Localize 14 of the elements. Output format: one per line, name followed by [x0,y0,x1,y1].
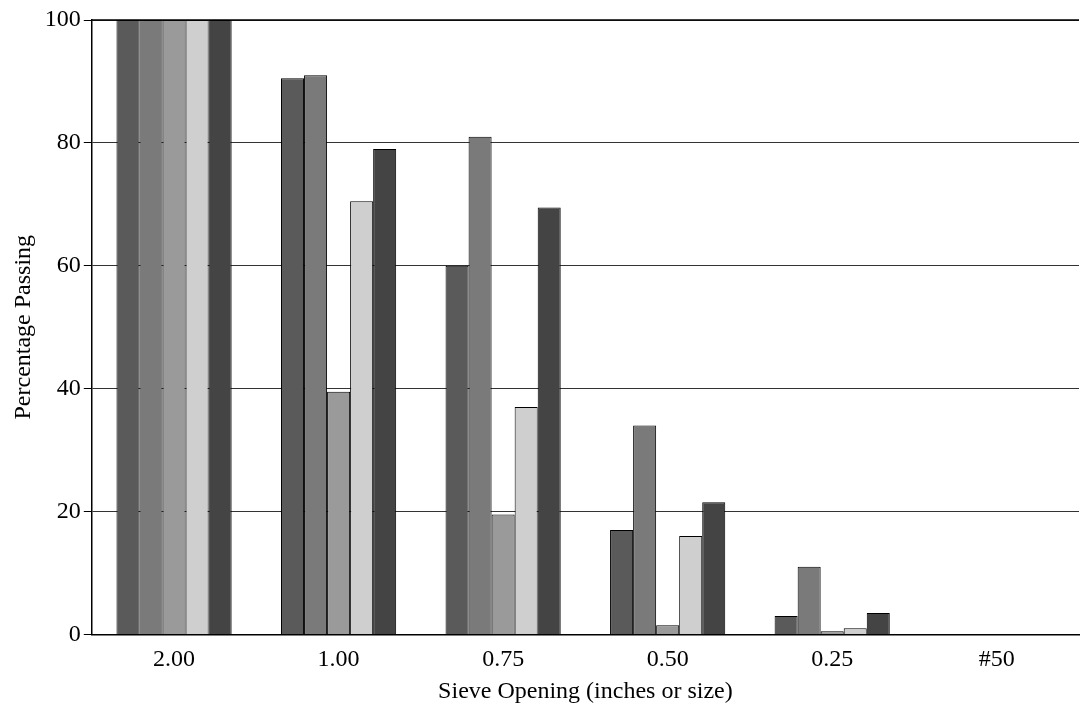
x-tick-label: 0.25 [811,645,854,672]
y-tick-label: 60 [56,251,81,278]
y-tick-label: 20 [56,496,81,523]
x-tick-label: 2.00 [153,645,196,672]
x-tick-label: 1.00 [317,645,360,672]
x-tick-label: #50 [978,645,1015,672]
y-tick-label: 0 [68,619,81,646]
x-tick-label: 0.75 [482,645,525,672]
x-tick-label: 0.50 [646,645,689,672]
y-tick-label: 40 [56,373,81,400]
y-tick-label: 100 [44,5,81,32]
y-tick-label: 80 [56,128,81,155]
x-axis-title: Sieve Opening (inches or size) [438,676,733,703]
y-axis-title: Percentage Passing [8,234,35,420]
